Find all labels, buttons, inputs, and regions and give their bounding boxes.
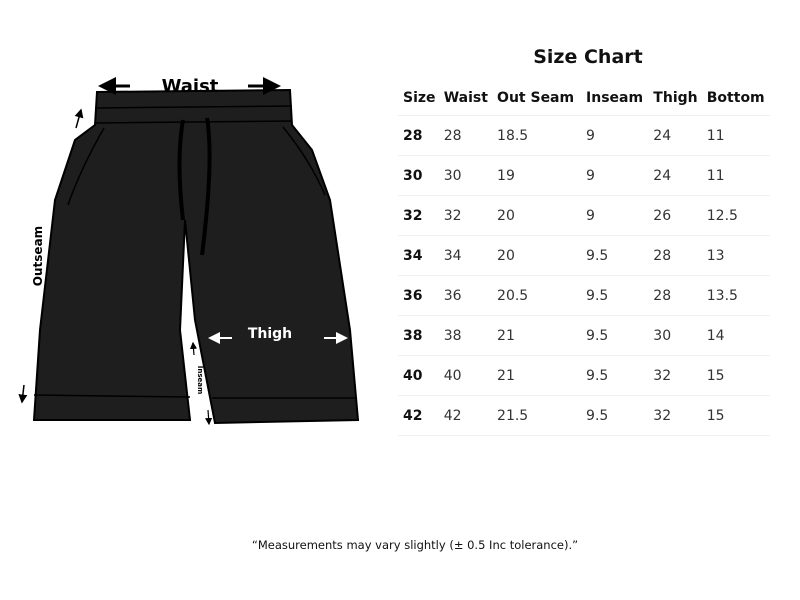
measurement-cell: 9 [581, 195, 649, 236]
column-header: Inseam [581, 80, 649, 116]
measurement-cell: 9.5 [581, 315, 649, 356]
table-row: 34 34 20 9.5 28 13 [398, 235, 770, 276]
size-cell: 32 [398, 195, 439, 236]
measurement-cell: 15 [701, 355, 770, 396]
size-cell: 30 [398, 155, 439, 196]
shorts-diagram: Waist Outseam Thigh Inseam [18, 76, 360, 426]
shorts-illustration [32, 88, 360, 425]
measurement-cell: 11 [701, 155, 770, 196]
outseam-label: Outseam [31, 226, 45, 286]
size-chart-title: Size Chart [533, 46, 643, 68]
column-header: Thigh [648, 80, 702, 116]
table-row: 30 30 19 9 24 11 [398, 155, 770, 196]
table-row: 32 32 20 9 26 12.5 [398, 195, 770, 236]
measurement-cell: 34 [438, 235, 493, 276]
measurement-cell: 30 [438, 155, 493, 196]
column-header: Size [398, 80, 439, 116]
measurement-cell: 21 [492, 355, 582, 396]
measurement-cell: 42 [438, 395, 493, 436]
measurement-cell: 24 [648, 155, 702, 196]
measurement-cell: 9.5 [581, 235, 649, 276]
measurement-cell: 24 [648, 115, 702, 156]
measurement-cell: 14 [701, 315, 770, 356]
size-cell: 36 [398, 275, 439, 316]
measurement-cell: 15 [701, 395, 770, 436]
size-cell: 28 [398, 115, 439, 156]
measurement-cell: 11 [701, 115, 770, 156]
size-cell: 38 [398, 315, 439, 356]
measurement-cell: 9.5 [581, 275, 649, 316]
measurement-cell: 28 [648, 275, 702, 316]
column-header: Waist [438, 80, 493, 116]
table-header-row: Size Waist Out Seam Inseam Thigh Bottom [398, 80, 770, 116]
measurement-cell: 28 [438, 115, 493, 156]
measurement-cell: 20 [492, 235, 582, 276]
measurement-cell: 18.5 [492, 115, 582, 156]
thigh-label: Thigh [248, 326, 292, 342]
table-row: 38 38 21 9.5 30 14 [398, 315, 770, 356]
measurement-cell: 32 [438, 195, 493, 236]
measurement-cell: 32 [648, 395, 702, 436]
waist-label: Waist [162, 76, 219, 97]
size-chart-table: Size Waist Out Seam Inseam Thigh Bottom 28 28 1… [398, 80, 770, 436]
column-header: Out Seam [492, 80, 582, 116]
measurement-cell: 32 [648, 355, 702, 396]
measurement-cell: 36 [438, 275, 493, 316]
table-row: 40 40 21 9.5 32 15 [398, 355, 770, 396]
measurement-cell: 9 [581, 115, 649, 156]
measurement-cell: 13.5 [701, 275, 770, 316]
measurement-cell: 12.5 [701, 195, 770, 236]
size-cell: 42 [398, 395, 439, 436]
table-row: 36 36 20.5 9.5 28 13.5 [398, 275, 770, 316]
measurement-cell: 9 [581, 155, 649, 196]
measurement-cell: 13 [701, 235, 770, 276]
measurement-cell: 26 [648, 195, 702, 236]
tolerance-note: “Measurements may vary slightly (± 0.5 I… [251, 538, 579, 552]
size-cell: 34 [398, 235, 439, 276]
measurement-cell: 9.5 [581, 355, 649, 396]
measurement-cell: 20.5 [492, 275, 582, 316]
measurement-cell: 21 [492, 315, 582, 356]
measurement-cell: 21.5 [492, 395, 582, 436]
inseam-label: Inseam [196, 366, 204, 395]
table-row: 28 28 18.5 9 24 11 [398, 115, 770, 156]
measurement-cell: 30 [648, 315, 702, 356]
measurement-cell: 19 [492, 155, 582, 196]
measurement-cell: 38 [438, 315, 493, 356]
table-row: 42 42 21.5 9.5 32 15 [398, 395, 770, 436]
measurement-cell: 20 [492, 195, 582, 236]
measurement-cell: 28 [648, 235, 702, 276]
column-header: Bottom [701, 80, 770, 116]
measurement-cell: 40 [438, 355, 493, 396]
size-cell: 40 [398, 355, 439, 396]
measurement-cell: 9.5 [581, 395, 649, 436]
